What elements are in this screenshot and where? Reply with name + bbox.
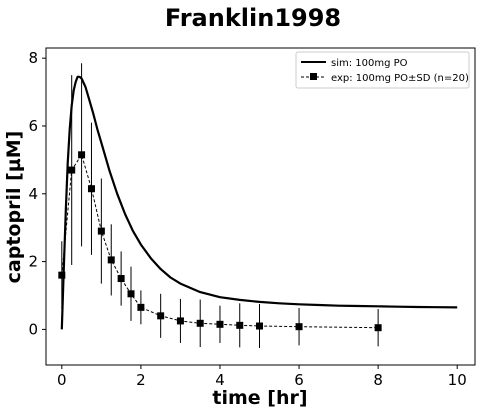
x-tick-label: 10	[448, 371, 467, 389]
exp-data-point	[295, 323, 303, 331]
exp-data-point	[107, 256, 115, 264]
exp-data-point	[68, 166, 76, 174]
legend-exp-marker	[310, 73, 317, 80]
exp-data-point	[216, 320, 224, 328]
y-tick-label: 0	[28, 320, 38, 338]
x-tick-label: 8	[373, 371, 383, 389]
x-axis-label: time [hr]	[212, 387, 307, 409]
legend-sim-label: sim: 100mg PO	[331, 58, 408, 69]
exp-data-point	[117, 275, 125, 283]
x-tick-label: 6	[294, 371, 304, 389]
x-tick-label: 2	[136, 371, 146, 389]
y-tick-label: 6	[28, 117, 38, 135]
y-axis: 0 2 4 6 8	[28, 49, 46, 338]
y-tick-label: 2	[28, 253, 38, 271]
exp-data-point	[157, 312, 165, 320]
exp-data-point	[256, 322, 264, 330]
sim-series-line	[60, 75, 458, 330]
y-tick-label: 8	[28, 49, 38, 67]
x-tick-label: 4	[215, 371, 225, 389]
y-tick-label: 4	[28, 185, 38, 203]
exp-data-point	[374, 324, 382, 332]
x-tick-label: 0	[57, 371, 67, 389]
exp-data-point	[176, 317, 184, 325]
exp-data-point	[137, 303, 145, 311]
exp-data-point	[127, 290, 135, 298]
legend-exp-label: exp: 100mg PO±SD (n=20)	[331, 73, 469, 84]
exp-data-point	[87, 185, 95, 193]
legend: sim: 100mg PO exp: 100mg PO±SD (n=20)	[295, 51, 470, 89]
plot-area	[58, 63, 458, 349]
exp-data-point	[97, 227, 105, 235]
chart-title: Franklin1998	[165, 4, 341, 32]
plot-frame	[45, 47, 476, 366]
exp-data-point	[236, 321, 244, 329]
exp-data-point	[196, 319, 204, 327]
exp-data-point	[58, 271, 66, 279]
exp-series-line	[61, 153, 379, 329]
exp-data-point	[78, 151, 86, 159]
y-axis-label: captopril [µM]	[3, 131, 25, 284]
legend-box	[295, 51, 470, 89]
x-axis: 0 2 4 6 8 10	[57, 365, 467, 389]
